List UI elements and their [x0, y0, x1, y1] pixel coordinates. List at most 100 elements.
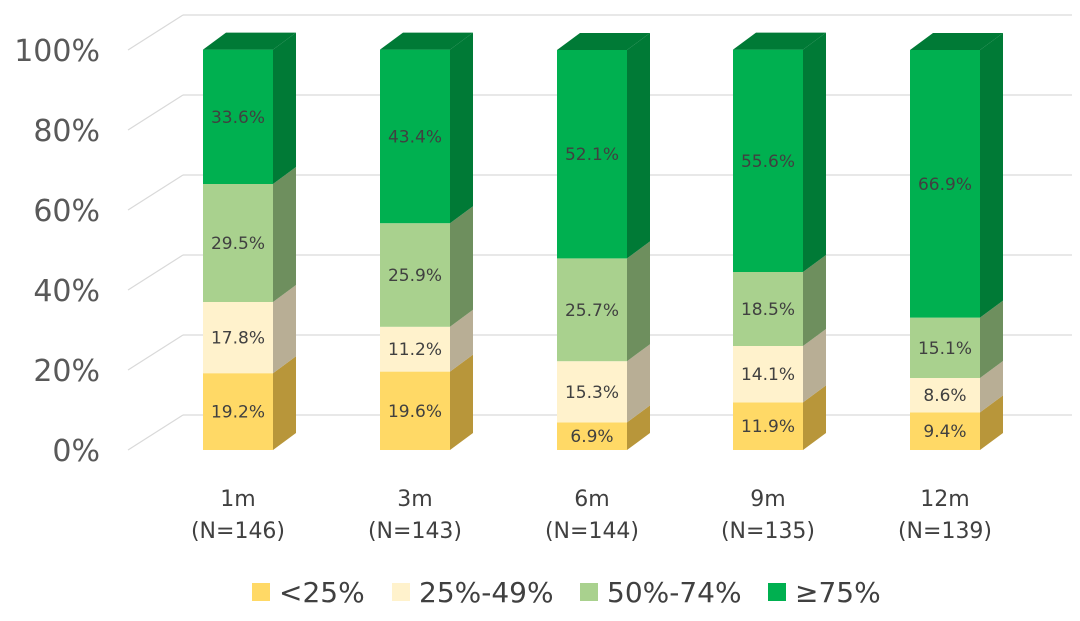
bar-segment-side — [273, 356, 296, 450]
data-label: 33.6% — [211, 108, 265, 128]
gridline-depth — [127, 334, 184, 371]
bar-segment-front — [557, 258, 627, 362]
data-label: 18.5% — [741, 300, 795, 320]
y-tick-label: 20% — [33, 354, 100, 389]
x-tick-label: 12m — [920, 487, 969, 512]
bar-top-face — [557, 33, 650, 50]
bar-segment-side — [273, 167, 296, 302]
bar-segment-side — [627, 405, 650, 450]
data-label: 19.2% — [211, 403, 265, 423]
bar-segment-front — [203, 373, 273, 450]
x-tick-label-n: (N=144) — [545, 519, 639, 544]
x-tick-label-n: (N=135) — [721, 519, 815, 544]
value-labels: 19.2% 17.8% 29.5% 33.6% 19.6% 11.2% 25.9% 43.4%… — [211, 108, 972, 447]
gridline-depth — [127, 414, 184, 451]
gridline-depth — [127, 254, 184, 291]
x-tick-label: 1m — [220, 487, 255, 512]
data-label: 25.9% — [388, 266, 442, 286]
bar-segment-front — [910, 378, 980, 413]
bar-segment-front — [557, 50, 627, 259]
bar-segment-front — [910, 317, 980, 378]
legend-swatch — [392, 583, 410, 601]
bar-segment-side — [803, 329, 826, 403]
bar-top-face — [733, 32, 826, 50]
x-tick-label-n: (N=146) — [191, 519, 285, 544]
legend-label: 25%-49% — [419, 576, 554, 609]
bar-segment-side — [627, 33, 650, 259]
bar-segment-side — [803, 32, 826, 272]
bar-segment-front — [380, 326, 450, 372]
legend-label: ≥75% — [795, 576, 881, 609]
x-tick-label: 3m — [397, 487, 432, 512]
y-tick-label: 0% — [52, 434, 100, 469]
data-label: 8.6% — [923, 386, 966, 406]
data-label: 25.7% — [565, 301, 619, 321]
legend-label: <25% — [279, 576, 365, 609]
y-tick-label: 80% — [33, 114, 100, 149]
y-axis-ticks: 0% 20% 40% 60% 80% 100% — [14, 34, 100, 469]
bar-top-face — [910, 33, 1003, 50]
bar-segment-side — [980, 33, 1003, 318]
bar-segment-side — [627, 241, 650, 362]
bar-segment-front — [557, 361, 627, 423]
legend-swatch — [768, 583, 786, 601]
bar-segment-side — [450, 32, 473, 224]
y-tick-label: 100% — [14, 34, 100, 69]
bar-segment-front — [910, 412, 980, 450]
bar-segment-front — [380, 49, 450, 224]
data-label: 17.8% — [211, 329, 265, 349]
data-label: 52.1% — [565, 145, 619, 165]
x-tick-label: 6m — [574, 487, 609, 512]
bar-segment-side — [450, 309, 473, 372]
bar-segment-side — [980, 300, 1003, 378]
gridline-depth — [127, 94, 184, 131]
legend-label: 50%-74% — [607, 576, 742, 609]
bar-top-face — [380, 32, 473, 50]
bar-segment-side — [803, 255, 826, 346]
y-tick-label: 60% — [33, 194, 100, 229]
data-label: 55.6% — [741, 152, 795, 172]
bar-segment-front — [733, 402, 803, 450]
bars — [203, 32, 1003, 450]
bar-segment-side — [273, 285, 296, 374]
bar-segment-side — [450, 354, 473, 450]
gridline-depth — [127, 174, 184, 211]
data-label: 11.2% — [388, 340, 442, 360]
data-label: 19.6% — [388, 402, 442, 422]
bar-segment-front — [733, 346, 803, 403]
bar-segment-front — [380, 371, 450, 450]
gridline-depth — [127, 14, 184, 51]
bar-segment-front — [380, 223, 450, 327]
x-tick-label: 9m — [750, 487, 785, 512]
bar-segment-front — [203, 302, 273, 374]
data-label: 14.1% — [741, 365, 795, 385]
bar-top-face — [203, 32, 296, 50]
data-label: 66.9% — [918, 175, 972, 195]
bar-segment-front — [557, 422, 627, 450]
data-label: 29.5% — [211, 234, 265, 254]
bar-segment-side — [980, 395, 1003, 450]
data-label: 15.1% — [918, 339, 972, 359]
y-tick-label: 40% — [33, 274, 100, 309]
bar-segment-side — [803, 385, 826, 450]
data-label: 11.9% — [741, 417, 795, 437]
data-label: 43.4% — [388, 127, 442, 147]
data-label: 15.3% — [565, 383, 619, 403]
x-axis-categories: 1m (N=146) 3m (N=143) 6m (N=144) 9m (N=135) 12m (… — [191, 487, 992, 544]
bar-segment-front — [203, 49, 273, 184]
legend: <25% 25%-49% 50%-74% ≥75% — [252, 576, 881, 609]
data-label: 9.4% — [923, 422, 966, 442]
bar-segment-side — [980, 361, 1003, 413]
bar-segment-side — [450, 206, 473, 327]
legend-swatch — [580, 583, 598, 601]
bar-segment-front — [203, 184, 273, 302]
bar-segment-front — [910, 50, 980, 318]
x-tick-label-n: (N=143) — [368, 519, 462, 544]
legend-swatch — [252, 583, 270, 601]
bar-segment-side — [627, 344, 650, 423]
bar-segment-side — [273, 32, 296, 184]
data-label: 6.9% — [570, 427, 613, 447]
bar-segment-front — [733, 49, 803, 272]
